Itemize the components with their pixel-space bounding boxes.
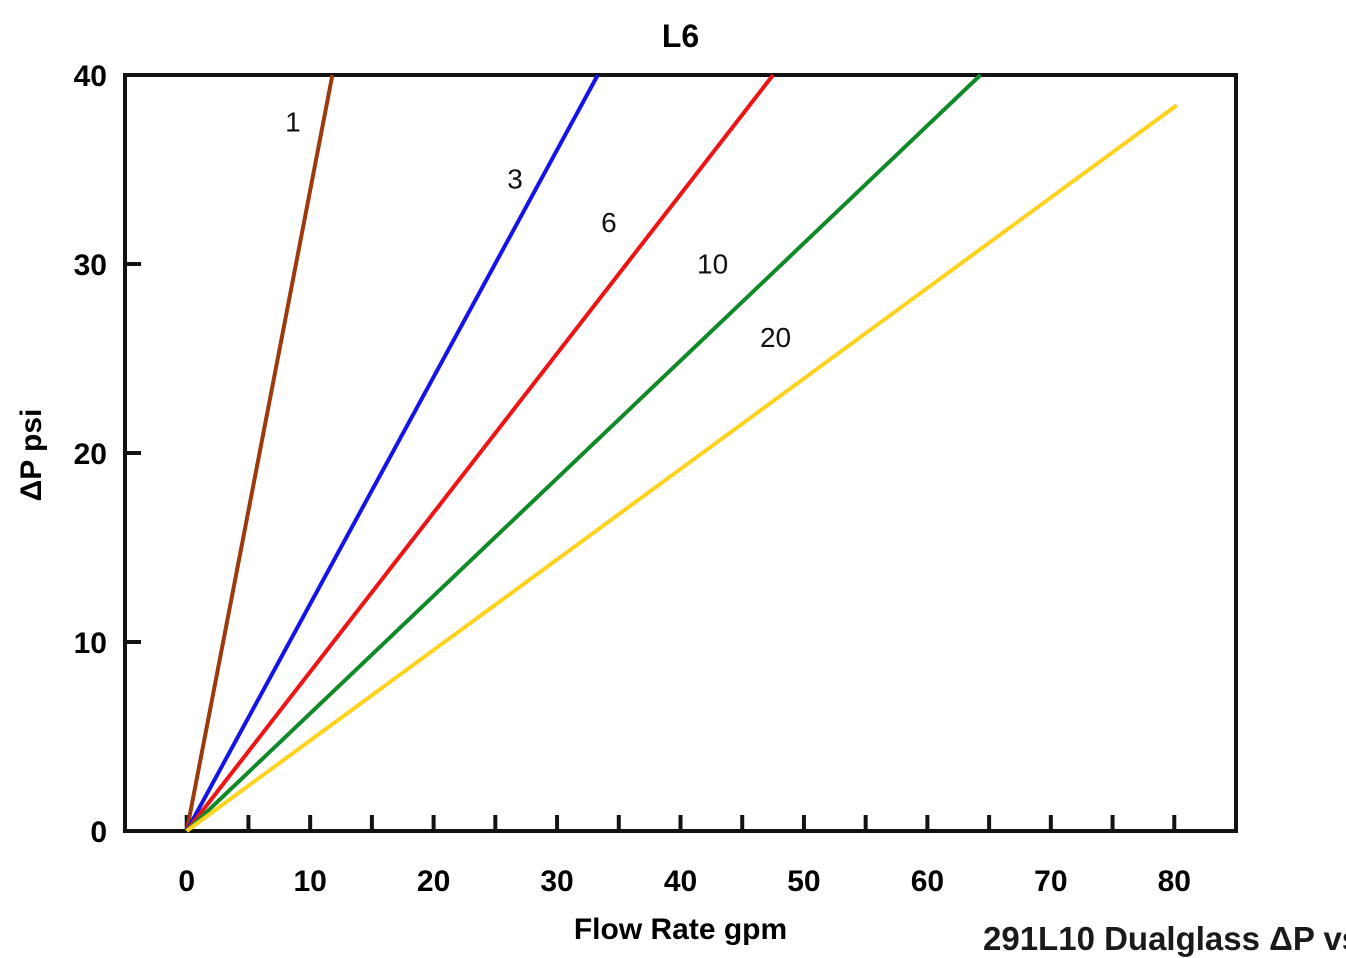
- series-line-3: [184, 74, 600, 832]
- chart-title: L6: [661, 18, 700, 54]
- x-tick-label: 30: [540, 865, 573, 898]
- series-line-6: [185, 73, 775, 833]
- series-line-10: [185, 73, 982, 833]
- y-tick-label: 0: [90, 816, 107, 849]
- y-tick-label: 30: [74, 249, 107, 282]
- series-label-1: 1: [285, 107, 301, 138]
- series-label-10: 10: [697, 248, 728, 279]
- x-tick-label: 20: [417, 865, 450, 898]
- y-tick-label: 40: [74, 60, 107, 93]
- x-tick-label: 0: [178, 865, 195, 898]
- x-tick-label: 70: [1034, 865, 1067, 898]
- x-tick-label: 50: [787, 865, 820, 898]
- y-tick-label: 20: [74, 438, 107, 471]
- series-label-20: 20: [760, 322, 791, 353]
- y-tick-label: 10: [74, 627, 107, 660]
- series-line-1: [184, 74, 335, 832]
- x-tick-label: 10: [293, 865, 326, 898]
- series-label-3: 3: [507, 163, 523, 194]
- corner-annotation: 291L10 Dualglass ΔP vs: [983, 920, 1346, 957]
- series-line-20: [185, 103, 1178, 833]
- plot-box: [123, 73, 1238, 833]
- series-label-6: 6: [601, 207, 617, 238]
- x-tick-label: 80: [1158, 865, 1191, 898]
- x-tick-label: 60: [911, 865, 944, 898]
- x-tick-label: 40: [664, 865, 697, 898]
- x-axis-title: Flow Rate gpm: [573, 913, 788, 946]
